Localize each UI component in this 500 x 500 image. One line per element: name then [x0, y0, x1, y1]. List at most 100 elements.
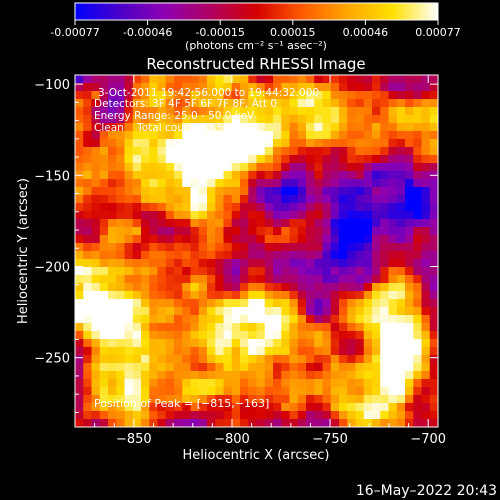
heatmap-pixel: [240, 91, 249, 100]
heatmap-pixel: [182, 147, 192, 156]
heatmap-pixel: [413, 339, 423, 348]
heatmap-pixel: [405, 171, 414, 180]
heatmap-pixel: [289, 179, 299, 188]
heatmap-pixel: [347, 195, 357, 204]
heatmap-pixel: [215, 387, 225, 396]
heatmap-pixel: [372, 299, 381, 308]
heatmap-pixel: [289, 243, 299, 252]
heatmap-pixel: [223, 371, 233, 380]
heatmap-pixel: [182, 395, 192, 404]
heatmap-pixel: [413, 403, 423, 412]
heatmap-pixel: [405, 275, 414, 284]
heatmap-pixel: [273, 283, 282, 292]
heatmap-pixel: [347, 347, 357, 356]
heatmap-pixel: [116, 379, 126, 388]
heatmap-pixel: [165, 131, 175, 140]
heatmap-pixel: [339, 115, 348, 124]
heatmap-pixel: [83, 227, 93, 236]
heatmap-pixel: [264, 187, 274, 196]
heatmap-pixel: [165, 139, 175, 148]
heatmap-pixel: [75, 75, 84, 84]
heatmap-pixel: [322, 283, 332, 292]
heatmap-pixel: [190, 267, 200, 276]
heatmap-pixel: [264, 243, 274, 252]
heatmap-pixel: [83, 75, 93, 84]
heatmap-pixel: [388, 307, 398, 316]
heatmap-pixel: [256, 355, 266, 364]
heatmap-pixel: [75, 99, 84, 108]
heatmap-pixel: [322, 371, 332, 380]
heatmap-pixel: [99, 75, 109, 84]
heatmap-pixel: [264, 83, 274, 92]
heatmap-pixel: [281, 227, 291, 236]
heatmap-pixel: [429, 227, 438, 236]
heatmap-pixel: [264, 299, 274, 308]
heatmap-pixel: [116, 91, 126, 100]
heatmap-pixel: [83, 243, 93, 252]
heatmap-pixel: [388, 339, 398, 348]
heatmap-pixel: [281, 251, 291, 260]
heatmap-pixel: [99, 355, 109, 364]
heatmap-pixel: [75, 251, 84, 260]
heatmap-pixel: [405, 99, 414, 108]
heatmap-pixel: [322, 379, 332, 388]
heatmap-pixel: [372, 251, 381, 260]
heatmap-pixel: [306, 371, 315, 380]
heatmap-pixel: [297, 251, 307, 260]
heatmap-pixel: [223, 99, 233, 108]
heatmap-pixel: [75, 235, 84, 244]
heatmap-pixel: [124, 251, 134, 260]
heatmap-pixel: [207, 267, 216, 276]
heatmap-pixel: [306, 339, 315, 348]
heatmap-pixel: [165, 323, 175, 332]
heatmap-pixel: [273, 251, 282, 260]
heatmap-pixel: [248, 179, 258, 188]
heatmap-pixel: [380, 283, 390, 292]
heatmap-pixel: [380, 179, 390, 188]
heatmap-pixel: [355, 227, 365, 236]
heatmap-pixel: [388, 387, 398, 396]
heatmap-pixel: [413, 83, 423, 92]
heatmap-pixel: [429, 203, 438, 212]
heatmap-pixel: [256, 251, 266, 260]
heatmap-pixel: [330, 403, 340, 412]
heatmap-pixel: [429, 379, 438, 388]
heatmap-pixel: [132, 307, 142, 316]
heatmap-pixel: [83, 379, 93, 388]
heatmap-pixel: [75, 107, 84, 116]
heatmap-pixel: [174, 419, 183, 427]
heatmap-pixel: [388, 323, 398, 332]
heatmap-pixel: [388, 211, 398, 220]
heatmap-pixel: [215, 363, 225, 372]
heatmap-pixel: [330, 299, 340, 308]
heatmap-pixel: [198, 331, 208, 340]
heatmap-pixel: [141, 299, 150, 308]
heatmap-pixel: [149, 251, 159, 260]
heatmap-pixel: [149, 403, 159, 412]
heatmap-pixel: [124, 235, 134, 244]
heatmap-pixel: [314, 99, 324, 108]
heatmap-pixel: [132, 131, 142, 140]
heatmap-pixel: [355, 379, 365, 388]
heatmap-pixel: [231, 91, 241, 100]
heatmap-pixel: [405, 323, 414, 332]
heatmap-pixel: [149, 355, 159, 364]
heatmap-pixel: [421, 147, 431, 156]
heatmap-pixel: [132, 339, 142, 348]
heatmap-pixel: [289, 323, 299, 332]
heatmap-pixel: [182, 163, 192, 172]
heatmap-pixel: [182, 259, 192, 268]
heatmap-pixel: [421, 139, 431, 148]
heatmap-pixel: [108, 323, 117, 332]
heatmap-pixel: [355, 115, 365, 124]
heatmap-pixel: [314, 419, 324, 427]
heatmap-pixel: [413, 99, 423, 108]
heatmap-pixel: [388, 107, 398, 116]
heatmap-pixel: [256, 379, 266, 388]
heatmap-pixel: [273, 259, 282, 268]
heatmap-pixel: [124, 355, 134, 364]
heatmap-pixel: [99, 339, 109, 348]
heatmap-pixel: [124, 403, 134, 412]
heatmap-pixel: [281, 123, 291, 132]
heatmap-pixel: [108, 307, 117, 316]
